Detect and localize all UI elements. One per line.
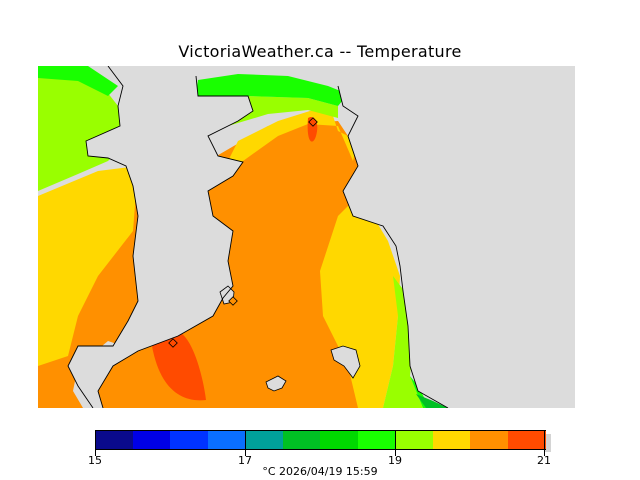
temperature-legend (95, 430, 546, 452)
band-185-19-east (320, 196, 400, 408)
island-small-1 (330, 345, 361, 379)
band-20-21-southwest-spot (152, 330, 206, 401)
band-185-19-north (218, 110, 358, 181)
weather-station-marker[interactable] (308, 117, 318, 127)
water-northern-strait (198, 66, 343, 78)
legend-tick-label: 15 (88, 454, 102, 467)
band-18-185-west (38, 74, 123, 191)
legend-tick-label: 17 (238, 454, 252, 467)
band-185-19-west (38, 166, 138, 366)
legend-tick-label: 21 (537, 454, 551, 467)
map-canvas (38, 66, 575, 408)
island-small-2 (265, 375, 287, 392)
legend-tick-line (95, 430, 96, 456)
land-east-mainland (338, 66, 575, 408)
water-mainland-channel (68, 66, 253, 408)
legend-shadow (545, 434, 551, 452)
coastline-east (337, 85, 449, 408)
legend-tick-line (544, 430, 545, 456)
weather-station-marker[interactable] (168, 338, 178, 348)
map-title: VictoriaWeather.ca -- Temperature (178, 42, 462, 61)
band-18-185-east (383, 276, 423, 408)
temperature-map[interactable] (38, 66, 575, 408)
weather-station-marker[interactable] (228, 296, 238, 306)
band-17-18-northwest (38, 66, 118, 96)
water-southern-inlet (73, 341, 123, 408)
coastline-west (67, 66, 139, 408)
legend-tick-line (395, 430, 396, 456)
legend-caption: °C 2026/04/19 15:59 (262, 465, 378, 478)
coastline-inner (97, 75, 254, 408)
legend-frame (95, 430, 545, 450)
legend-tick-line (245, 430, 246, 456)
legend-tick-label: 19 (388, 454, 402, 467)
band-165-17-southeast (416, 394, 448, 408)
